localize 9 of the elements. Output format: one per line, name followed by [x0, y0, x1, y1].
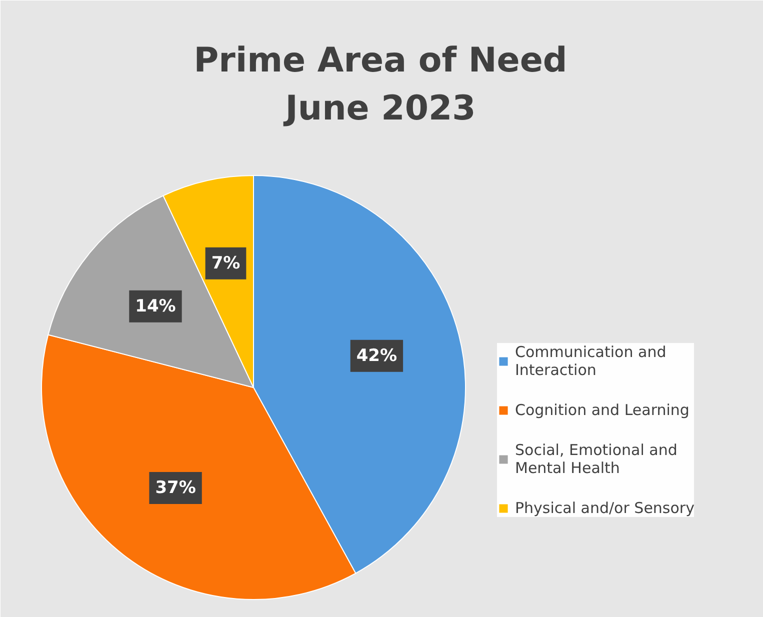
- legend-label: Social, Emotional and Mental Health: [515, 441, 678, 477]
- legend-label: Cognition and Learning: [515, 401, 690, 419]
- data-label: 42%: [356, 346, 398, 366]
- legend-label: Physical and/or Sensory: [515, 499, 694, 517]
- chart-title: Prime Area of Need June 2023: [194, 40, 568, 128]
- data-label: 14%: [135, 296, 176, 316]
- data-label: 7%: [211, 253, 240, 274]
- data-label: 37%: [155, 478, 196, 498]
- legend-label: Communication and Interaction: [515, 343, 666, 379]
